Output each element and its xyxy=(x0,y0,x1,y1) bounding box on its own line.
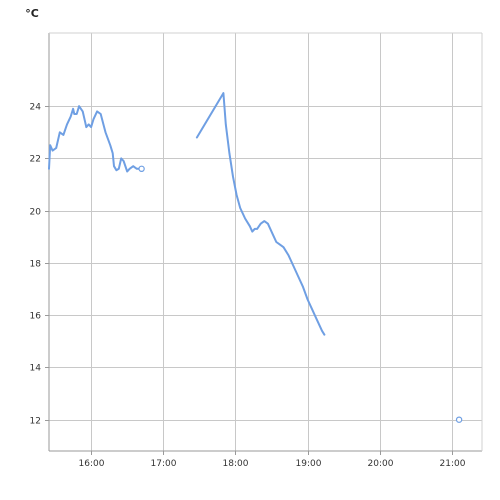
series-end-marker xyxy=(138,165,145,172)
series-end-marker xyxy=(455,416,463,423)
x-tick-label: 17:00 xyxy=(151,459,177,469)
series-line-segment-1 xyxy=(48,105,143,173)
series-layer xyxy=(48,92,463,423)
y-tick-label: 18 xyxy=(30,260,42,270)
grid xyxy=(49,33,482,451)
y-tick-label: 24 xyxy=(30,103,42,113)
x-tick-label: 16:00 xyxy=(79,459,105,469)
y-tick-label: 14 xyxy=(30,364,42,374)
y-tick-label: 16 xyxy=(30,312,42,322)
x-tick-label: 18:00 xyxy=(223,459,249,469)
axes: 12 14 16 18 20 22 24 16:00 17:00 18:00 19:00 20:00 2… xyxy=(30,32,483,469)
x-tick-label: 20:00 xyxy=(368,459,394,469)
x-tick-label: 19:00 xyxy=(296,459,322,469)
y-axis-unit-label: °C xyxy=(25,7,39,20)
series-line-segment-2 xyxy=(195,92,326,336)
x-tick-label: 21:00 xyxy=(440,459,466,469)
y-tick-label: 22 xyxy=(30,155,41,165)
y-tick-label: 12 xyxy=(30,417,41,427)
y-tick-label: 20 xyxy=(30,208,42,218)
